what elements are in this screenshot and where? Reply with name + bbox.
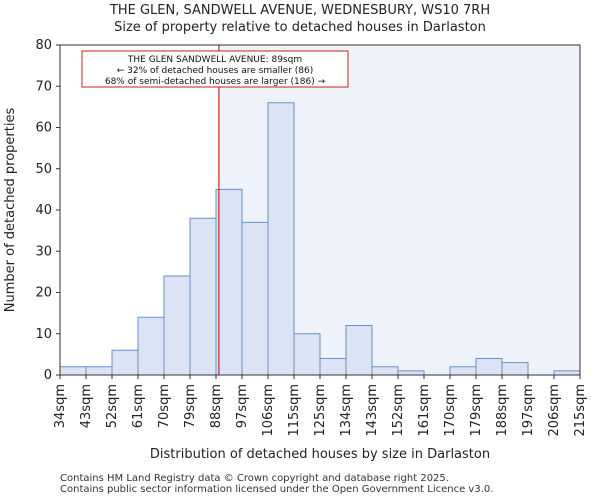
y-tick-label: 60 [35, 121, 52, 136]
bar-170sqm [449, 366, 477, 376]
chart-title: THE GLEN, SANDWELL AVENUE, WEDNESBURY, W… [109, 3, 491, 18]
x-tick-label: 215sqm [573, 384, 588, 437]
x-tick-label: 143sqm [365, 384, 380, 437]
bar-34sqm [59, 366, 87, 376]
axes-group: 0 10 20 30 40 50 60 70 80 34sqm 43sqm 52sqm 61sqm 70s… [35, 38, 588, 437]
annotation-frame [81, 50, 349, 88]
bar-88sqm [215, 188, 243, 376]
bar-125sqm [319, 358, 347, 376]
bar-134sqm [345, 325, 373, 376]
x-tick-label: 125sqm [313, 384, 328, 437]
y-tick-label: 10 [35, 327, 52, 342]
y-tick-label: 70 [35, 79, 52, 94]
bar-61sqm [137, 316, 165, 376]
y-tick-label: 50 [35, 162, 52, 177]
bar-188sqm [501, 362, 529, 376]
y-tick-label: 30 [35, 244, 52, 259]
x-tick-label: 106sqm [261, 384, 276, 437]
x-tick-label: 188sqm [495, 384, 510, 437]
x-tick-label: 79sqm [183, 384, 198, 428]
x-tick-label: 161sqm [417, 384, 432, 437]
footer-line-1: Contains HM Land Registry data © Crown c… [60, 473, 449, 484]
x-tick-label: 61sqm [131, 384, 146, 428]
x-tick-label: 34sqm [53, 384, 68, 428]
chart-subtitle: Size of property relative to detached ho… [114, 20, 486, 35]
bar-43sqm [85, 366, 113, 376]
bar-143sqm [371, 366, 399, 376]
bars-group [59, 102, 581, 376]
bar-106sqm [267, 102, 295, 376]
y-axis-label: Number of detached properties [3, 108, 18, 313]
x-tick-label: 134sqm [339, 384, 354, 437]
annotation-line-3: 68% of semi-detached houses are larger (… [105, 77, 326, 87]
x-tick-label: 152sqm [391, 384, 406, 437]
x-tick-label: 115sqm [287, 384, 302, 437]
x-axis-label: Distribution of detached houses by size … [150, 447, 490, 462]
bar-97sqm [241, 221, 269, 376]
x-tick-label: 43sqm [79, 384, 94, 428]
x-tick-label: 170sqm [443, 384, 458, 437]
annotation-line-1: THE GLEN SANDWELL AVENUE: 89sqm [127, 55, 302, 65]
annotation-box: THE GLEN SANDWELL AVENUE: 89sqm ← 32% of… [81, 50, 349, 88]
x-tick-label: 197sqm [521, 384, 536, 437]
x-tick-label: 88sqm [209, 384, 224, 428]
annotation-line-2: ← 32% of detached houses are smaller (86… [117, 66, 314, 76]
x-tick-label: 70sqm [157, 384, 172, 428]
y-tick-label: 80 [35, 38, 52, 53]
y-tick-label: 0 [44, 368, 52, 383]
bar-115sqm [293, 333, 321, 376]
bar-52sqm [111, 349, 139, 376]
bar-79sqm [189, 217, 217, 376]
x-tick-label: 179sqm [469, 384, 484, 437]
x-tick-label: 52sqm [105, 384, 120, 428]
footer-line-2: Contains public sector information licen… [60, 484, 494, 495]
bar-179sqm [475, 358, 503, 376]
bar-206sqm [553, 370, 581, 376]
bar-152sqm [397, 370, 425, 376]
y-tick-label: 20 [35, 286, 52, 301]
y-tick-label: 40 [35, 203, 52, 218]
x-tick-label: 97sqm [235, 384, 250, 428]
x-tick-label: 206sqm [547, 384, 562, 437]
bar-70sqm [163, 275, 191, 376]
